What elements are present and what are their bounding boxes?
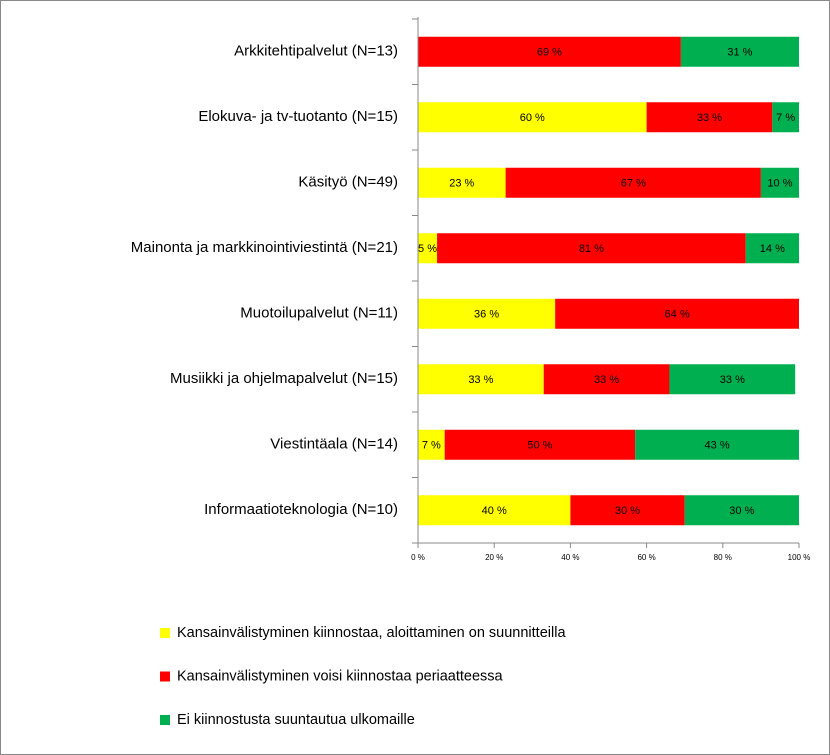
bar-segment (418, 102, 647, 133)
category-label: Elokuva- ja tv-tuotanto (N=15) (198, 108, 398, 125)
value-label: 33 % (720, 374, 745, 386)
bar-segment (543, 364, 670, 395)
bar-segment (646, 102, 773, 133)
value-label: 5 % (418, 243, 437, 255)
value-label: 10 % (767, 178, 792, 190)
value-label: 69 % (537, 47, 562, 59)
value-label: 50 % (527, 440, 552, 452)
x-tick-label: 60 % (637, 553, 655, 562)
value-label: 30 % (729, 505, 754, 517)
category-label: Musiikki ja ohjelmapalvelut (N=15) (170, 370, 398, 387)
category-label: Käsityö (N=49) (298, 174, 398, 191)
value-label: 14 % (760, 243, 785, 255)
x-tick-label: 40 % (561, 553, 579, 562)
bar-segment (418, 495, 571, 526)
bar-segment (570, 495, 685, 526)
bar-segment (684, 495, 799, 526)
legend-swatch (160, 628, 170, 638)
bar-segment (669, 364, 796, 395)
legend-label: Kansainvälistyminen kiinnostaa, aloittam… (177, 625, 566, 641)
bar-segment (444, 429, 636, 460)
bar-segment (418, 233, 438, 264)
value-label: 43 % (705, 440, 730, 452)
bar-segment (760, 167, 799, 198)
value-label: 23 % (449, 178, 474, 190)
legend-label: Ei kiinnostusta suuntautua ulkomaille (177, 712, 415, 728)
category-label: Informaatioteknologia (N=10) (204, 501, 398, 518)
bar-segment (418, 36, 681, 67)
bar-segment (437, 233, 746, 264)
value-label: 81 % (579, 243, 604, 255)
category-label: Arkkitehtipalvelut (N=13) (234, 43, 398, 60)
bar-segment (745, 233, 799, 264)
legend-swatch (160, 715, 170, 725)
value-label: 33 % (697, 112, 722, 124)
x-tick-label: 80 % (714, 553, 732, 562)
value-label: 7 % (776, 112, 795, 124)
x-tick-label: 100 % (788, 553, 811, 562)
bar-segment (635, 429, 799, 460)
category-label: Muotoilupalvelut (N=11) (240, 305, 398, 322)
bar-segment (418, 167, 506, 198)
category-label: Mainonta ja markkinointiviestintä (N=21) (131, 239, 398, 256)
value-label: 40 % (482, 505, 507, 517)
value-label: 64 % (665, 309, 690, 321)
bar-segment (680, 36, 799, 67)
legend-label: Kansainvälistyminen voisi kiinnostaa per… (177, 668, 504, 684)
legend-swatch (160, 671, 170, 682)
value-label: 67 % (621, 178, 646, 190)
bar-segment (418, 298, 556, 329)
value-label: 7 % (422, 440, 441, 452)
x-tick-label: 20 % (485, 553, 503, 562)
bar-segment (772, 102, 799, 133)
bar-segment (505, 167, 761, 198)
bar-segment (555, 298, 799, 329)
bar-segment (418, 429, 445, 460)
x-tick-label: 0 % (411, 553, 425, 562)
value-label: 33 % (468, 374, 493, 386)
value-label: 60 % (520, 112, 545, 124)
value-label: 30 % (615, 505, 640, 517)
category-label: Viestintäala (N=14) (270, 436, 398, 453)
value-label: 31 % (727, 47, 752, 59)
value-label: 33 % (594, 374, 619, 386)
value-label: 36 % (474, 309, 499, 321)
bar-segment (418, 364, 544, 395)
